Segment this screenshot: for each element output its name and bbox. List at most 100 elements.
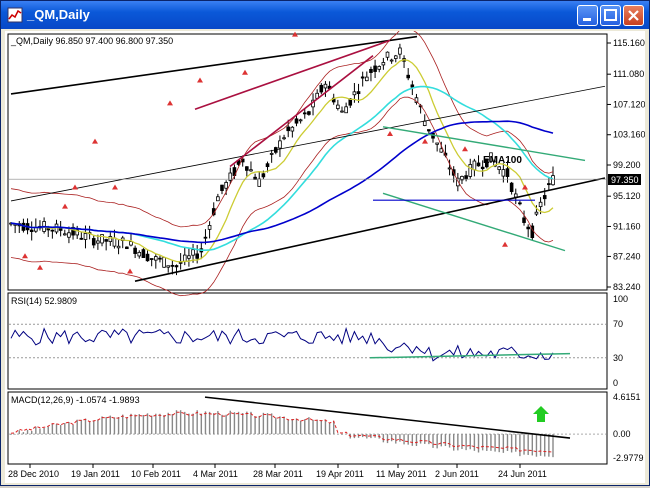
price-y-tick-label: 99.200	[613, 160, 641, 170]
chart-area[interactable]: _QM,Daily 96.850 97.400 96.800 97.350 RS…	[5, 23, 646, 483]
upper-band-line	[10, 27, 554, 228]
candle-body	[505, 168, 510, 177]
candle-body	[538, 201, 543, 208]
candle-body	[100, 234, 104, 244]
candle-body	[472, 160, 477, 171]
green-channel-lower	[382, 192, 566, 252]
lower-channel-trendline	[134, 177, 606, 282]
fractal-marker	[167, 100, 173, 106]
candle-body	[526, 226, 530, 230]
candle-body	[393, 55, 398, 59]
candle-body	[187, 255, 191, 259]
candle-body	[464, 175, 468, 180]
candle-body	[79, 237, 84, 240]
candle-body	[133, 247, 137, 254]
rsi-y-tick-label: 70	[613, 319, 623, 329]
candle-body	[509, 182, 514, 192]
candle-body	[112, 237, 117, 247]
rsi-series	[9, 323, 606, 362]
minimize-icon	[583, 18, 591, 21]
candle-body	[385, 51, 390, 58]
chart-svg[interactable]: _QM,Daily 96.850 97.400 96.800 97.350 RS…	[5, 23, 646, 483]
rsi-trendline	[369, 352, 571, 359]
current-price-label: 97.350	[611, 175, 639, 185]
axis-labels: 115.160 111.080 107.120 103.160 99.200 95.120…	[8, 38, 646, 479]
candle-body	[501, 169, 506, 177]
candle-body	[166, 265, 171, 268]
candle-body	[29, 229, 34, 232]
candle-body	[154, 256, 158, 261]
candle-body	[253, 176, 257, 180]
fractal-marker	[72, 184, 78, 190]
candle-body	[224, 182, 228, 189]
candle-body	[170, 264, 175, 267]
x-tick-label: 19 Apr 2011	[316, 469, 364, 479]
x-tick-label: 28 Dec 2010	[8, 469, 59, 479]
candle-body	[203, 236, 208, 239]
close-button[interactable]	[623, 5, 644, 26]
minimize-button[interactable]	[577, 5, 598, 26]
candle-body	[75, 229, 79, 236]
candle-body	[336, 104, 340, 109]
candle-body	[340, 110, 344, 113]
fractal-marker	[37, 264, 43, 270]
x-tick-label: 10 Feb 2011	[131, 469, 181, 479]
candle-body	[125, 246, 129, 250]
candle-body	[534, 211, 539, 215]
candle-body	[257, 178, 262, 187]
candle-body	[149, 258, 154, 260]
candle-body	[216, 196, 220, 202]
candle-body	[207, 225, 212, 230]
candle-body	[278, 140, 282, 149]
candle-body	[435, 142, 439, 145]
candle-body	[116, 245, 121, 249]
candle-body	[282, 137, 286, 140]
upper-channel-trendline	[10, 35, 418, 95]
x-tick-label: 11 May 2011	[376, 469, 427, 479]
candle-body	[427, 129, 431, 132]
candle-body	[269, 153, 274, 155]
candle-body	[290, 126, 295, 132]
fractal-marker	[22, 253, 28, 259]
current-price-tag	[608, 174, 641, 185]
candle-body	[195, 253, 199, 259]
candle-body	[158, 257, 162, 260]
fractal-marker	[522, 184, 528, 190]
macd-trendline	[204, 396, 571, 439]
rsi-line	[10, 326, 554, 362]
price-panel	[7, 33, 608, 291]
rsi-y-tick-label: 100	[613, 294, 628, 304]
ema100-line	[10, 120, 554, 244]
candle-body	[62, 233, 67, 236]
macd-panel-label: MACD(12,26,9) -1.0574 -1.9893	[11, 395, 140, 405]
rsi-y-tick-label: 0	[613, 378, 618, 388]
candle-body	[104, 239, 108, 242]
candle-body	[373, 65, 377, 72]
maximize-button[interactable]	[600, 5, 621, 26]
title-bar[interactable]: _QM,Daily	[1, 1, 649, 29]
candle-body	[129, 241, 133, 246]
candle-body	[245, 166, 249, 171]
fractal-marker	[422, 138, 428, 144]
candle-body	[286, 126, 291, 132]
candle-body	[307, 111, 311, 115]
rsi-y-tick-label: 30	[613, 353, 623, 363]
fractal-marker	[197, 77, 203, 83]
candle-body	[191, 249, 195, 256]
fractal-marker	[127, 268, 133, 274]
fractal-marker	[112, 184, 118, 190]
fractal-marker	[292, 31, 298, 37]
candle-body	[145, 253, 150, 262]
candle-body	[141, 249, 146, 259]
fractal-marker	[92, 138, 98, 144]
rsi-panel-label: RSI(14) 52.9809	[11, 296, 77, 306]
fractal-marker	[242, 69, 248, 75]
candle-body	[476, 162, 481, 167]
candle-body	[298, 119, 303, 122]
candle-body	[480, 166, 485, 170]
rsi-panel	[7, 292, 608, 390]
x-tick-label: 19 Jan 2011	[71, 469, 120, 479]
candle-body	[228, 172, 233, 181]
candle-body	[406, 74, 410, 79]
